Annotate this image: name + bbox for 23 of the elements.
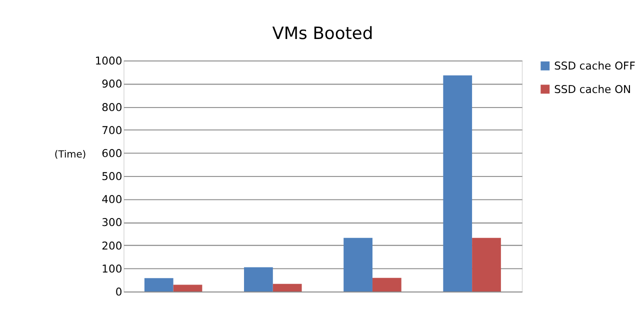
chart-title: VMs Booted (272, 24, 374, 44)
y-tick-label: 600 (102, 146, 122, 160)
bar (173, 284, 202, 292)
y-tick-label: 500 (102, 170, 122, 184)
y-axis-title: (Time) (54, 150, 86, 161)
bar (244, 267, 273, 292)
y-tick-label: 1000 (94, 54, 122, 68)
y-tick-label: 900 (102, 78, 122, 91)
legend-label: SSD cache OFF (554, 59, 636, 72)
bar (344, 238, 372, 292)
bar (144, 278, 174, 292)
bar (472, 238, 501, 292)
bar (443, 75, 472, 292)
y-tick-label: 300 (102, 216, 122, 230)
y-tick-label: 800 (102, 100, 122, 114)
y-tick-label: 700 (102, 124, 122, 137)
y-tick-label: 100 (102, 262, 122, 276)
y-tick-label: 0 (115, 286, 122, 299)
y-tick-label: 400 (102, 193, 122, 206)
y-tick-label: 200 (102, 239, 122, 252)
legend-label: SSD cache ON (554, 82, 632, 96)
bar (272, 284, 302, 292)
bar (372, 278, 402, 292)
